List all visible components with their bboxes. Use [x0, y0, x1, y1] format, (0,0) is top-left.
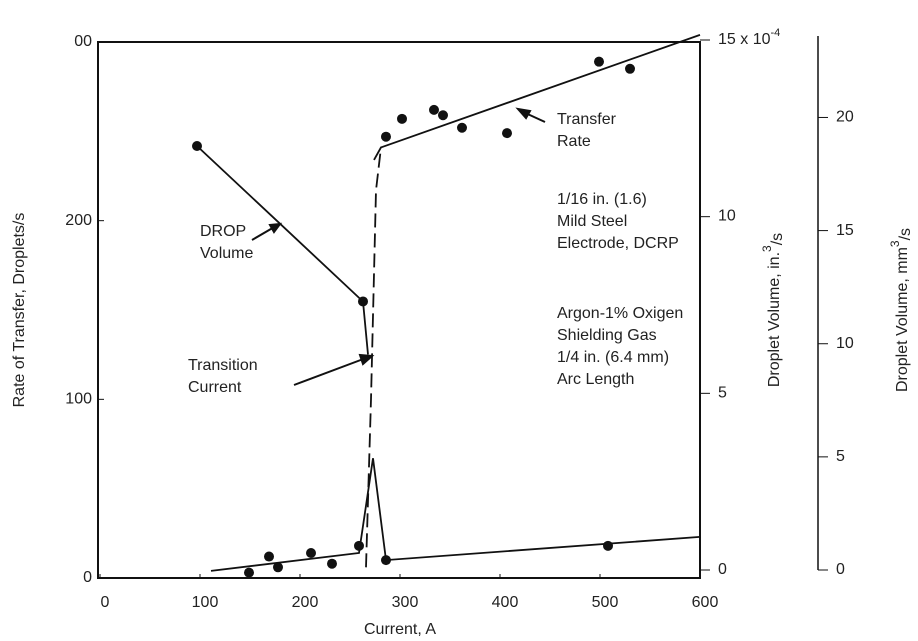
data-point: [381, 131, 391, 142]
data-point: [354, 540, 364, 551]
x-tick-label: 600: [692, 594, 719, 611]
y2-axis-label-sub: /s: [769, 233, 786, 245]
x-tick-label: 100: [192, 594, 219, 611]
data-point: [192, 141, 202, 151]
data-point: [438, 110, 448, 121]
data-point: [625, 63, 635, 74]
data-point: [358, 296, 368, 307]
annotation: DROP: [200, 223, 246, 240]
y3-tick-label: 0: [836, 561, 845, 578]
y2-tick-label: 5: [718, 385, 727, 402]
annotation: Electrode, DCRP: [557, 235, 679, 252]
annotation: Transfer: [557, 111, 617, 128]
annotation: 1/4 in. (6.4 mm): [557, 349, 669, 366]
y2-axis-label: Droplet Volume, in.3/s: [760, 233, 786, 387]
annotation-arrows: [251, 107, 546, 386]
y3-axis-label-sub: /s: [897, 228, 914, 240]
y-tick-label: 0: [83, 569, 92, 586]
fit-line: [196, 145, 369, 355]
y3-tick-label: 5: [836, 448, 845, 465]
y2-tick-label-text: 15 x 10: [718, 31, 771, 48]
y2-tick-label-text: 5: [718, 385, 727, 402]
annotation: Shielding Gas: [557, 327, 657, 344]
fit-line: [210, 458, 701, 572]
annotation: Current: [188, 379, 242, 396]
data-point: [397, 113, 407, 124]
x-tick-label: 0: [101, 594, 110, 611]
annotation: 1/16 in. (1.6): [557, 191, 647, 208]
x-tick-label: 200: [292, 594, 319, 611]
y2-tick-label: 15 x 10-4: [718, 27, 780, 48]
data-point: [502, 128, 512, 139]
x-axis-label: Current, A: [364, 621, 436, 638]
annotation: Volume: [200, 245, 253, 262]
y3-tick-label: 20: [836, 109, 854, 126]
data-point: [603, 540, 613, 551]
data-point: [594, 56, 604, 67]
data-point: [327, 558, 337, 569]
y3-axis-label: Droplet Volume, mm3/s: [888, 228, 914, 392]
y2-axis-label-text: Droplet Volume, in.: [766, 252, 783, 387]
data-point: [306, 547, 316, 558]
y2-tick-label-text: 10: [718, 208, 736, 225]
fit-line: [373, 34, 701, 161]
y2-tick-label: 0: [718, 561, 727, 578]
data-point: [429, 104, 439, 115]
y-tick-label: 100: [65, 391, 92, 408]
y3-tick-label: 15: [836, 222, 854, 239]
data-point: [457, 122, 467, 133]
x-tick-label: 300: [392, 594, 419, 611]
annotation: Arc Length: [557, 371, 634, 388]
y3-axis-label-sup: 3: [888, 240, 902, 247]
y2-tick-exponent: -4: [770, 27, 780, 39]
x-tick-label: 500: [592, 594, 619, 611]
annotation: Transition: [188, 357, 258, 374]
y-tick-label: 200: [65, 212, 92, 229]
annotation: Rate: [557, 133, 591, 150]
y2-axis-label-sup: 3: [760, 245, 774, 252]
y2-tick-label-text: 0: [718, 561, 727, 578]
data-point: [264, 551, 274, 562]
y3-axis-label-text: Droplet Volume, mm: [894, 247, 911, 392]
y3-tick-label: 10: [836, 335, 854, 352]
y-tick-label: 00: [74, 33, 92, 50]
data-point: [244, 567, 254, 578]
data-point: [381, 555, 391, 566]
annotation: Argon-1% Oxigen: [557, 305, 683, 322]
y2-tick-label: 10: [718, 208, 736, 225]
annotation: Mild Steel: [557, 213, 627, 230]
plot-frame: [97, 41, 701, 579]
y-axis-label: Rate of Transfer, Droplets/s: [11, 213, 28, 408]
data-point: [273, 562, 283, 573]
x-tick-label: 400: [492, 594, 519, 611]
